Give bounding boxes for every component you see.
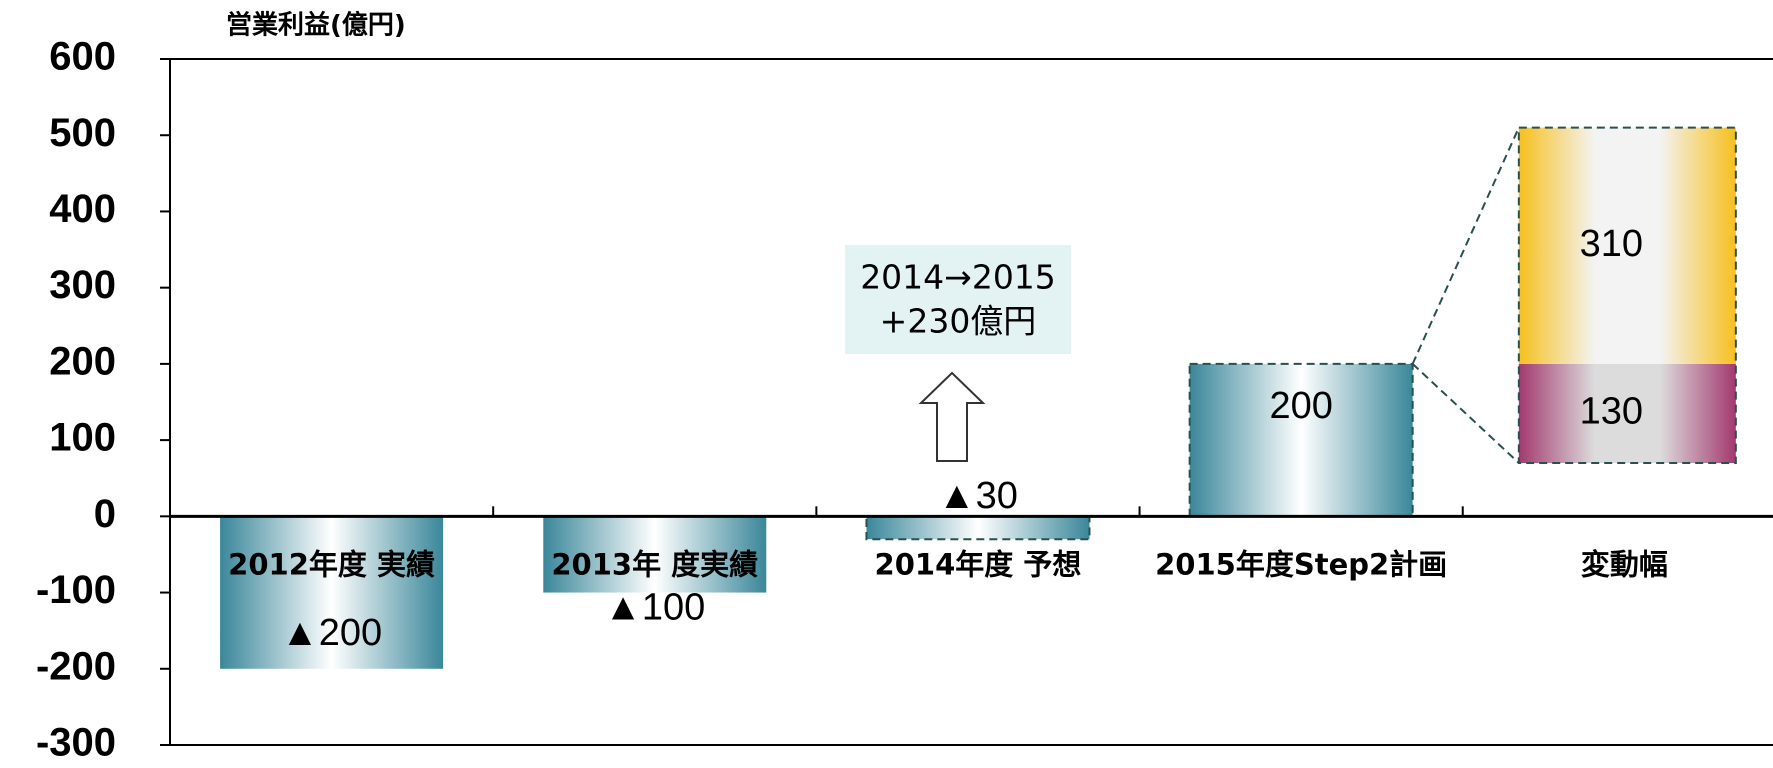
bar [865, 515, 1091, 541]
y-tick-label: -100 [36, 568, 116, 612]
annotation: 2014→2015 [860, 258, 1056, 297]
annotation: +230億円 [880, 302, 1037, 341]
leader [1411, 127, 1520, 365]
x-tick-label: 変動幅 [1581, 547, 1668, 581]
y-tick-label: 100 [49, 416, 116, 460]
bar [220, 516, 444, 669]
x-tick-label: 2015年度Step2計画 [1155, 547, 1447, 581]
data-label: ▲30 [938, 475, 1018, 517]
stack-segment [1518, 363, 1736, 463]
data-label: 200 [1269, 385, 1332, 427]
y-tick-label: 300 [49, 263, 116, 307]
stack-segment [1518, 127, 1736, 364]
y-tick-label: -300 [36, 721, 116, 765]
y-tick-label: 600 [49, 35, 116, 79]
annotation-box [845, 245, 1071, 354]
leader [1411, 363, 1520, 464]
y-tick-label: 0 [94, 492, 116, 536]
bar [543, 516, 767, 593]
data-label: ▲200 [281, 612, 382, 654]
arrow [918, 371, 986, 462]
y-tick-label: 500 [49, 111, 116, 155]
x-tick-label: 2013年 度実績 [551, 547, 758, 581]
x-tick-label: 2012年度 実績 [228, 547, 435, 581]
y-axis-label: 営業利益(億円) [226, 11, 406, 41]
data-label: ▲100 [604, 587, 705, 629]
stack-outline [1517, 126, 1737, 464]
x-tick-label: 2014年度 予想 [875, 547, 1082, 581]
y-tick-label: -200 [36, 644, 116, 688]
y-tick-label: 400 [49, 187, 116, 231]
data-label: 310 [1580, 223, 1643, 265]
y-tick-label: 200 [49, 339, 116, 383]
data-label: 130 [1580, 390, 1643, 432]
